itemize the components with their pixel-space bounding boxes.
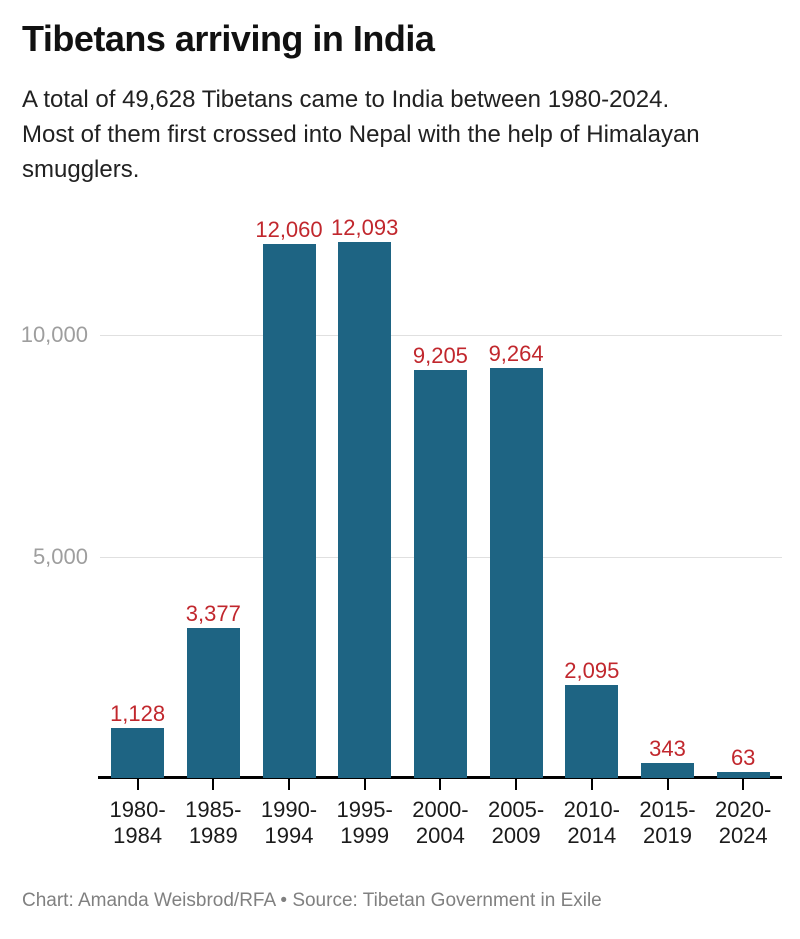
bar	[338, 242, 392, 778]
bar	[186, 628, 240, 778]
x-axis-category-label: 2020- 2024	[715, 797, 772, 848]
bar-value-label: 343	[649, 735, 686, 761]
bar-value-label: 63	[730, 745, 756, 770]
x-axis-category-label: 2005- 2009	[487, 797, 545, 848]
bar	[111, 728, 165, 778]
bar-value-label: 9,264	[488, 340, 544, 366]
subtitle-line: Most of them first crossed into Nepal wi…	[22, 121, 700, 148]
x-axis-category-label: 2000- 2004	[412, 797, 469, 848]
bar	[641, 762, 694, 778]
bar-value-label: 3,377	[185, 601, 241, 627]
chart-title: Tibetans arriving in India	[22, 18, 435, 59]
bar	[489, 367, 543, 778]
y-axis-tick-label: 10,000	[20, 322, 88, 347]
x-axis-tick	[515, 779, 518, 790]
bar	[716, 772, 770, 778]
x-axis-tick	[136, 779, 139, 790]
subtitle-line: smugglers.	[22, 156, 140, 183]
bar-value-label: 12,093	[331, 215, 399, 241]
x-axis-category-label: 1985- 1989	[185, 797, 242, 848]
gridline	[100, 335, 782, 336]
x-axis-category-label: 1980- 1984	[109, 797, 166, 848]
bar	[262, 243, 316, 778]
subtitle-line: A total of 49,628 Tibetans came to India…	[22, 86, 670, 113]
bar-value-label: 9,205	[412, 343, 468, 369]
bar-value-label: 12,060	[255, 216, 323, 242]
y-axis-tick-label: 5,000	[32, 543, 88, 569]
x-axis-category-label: 2015- 2019	[639, 797, 696, 848]
x-axis-tick	[363, 779, 366, 790]
x-axis-tick	[288, 779, 290, 790]
x-axis-tick	[742, 779, 745, 790]
bar-value-label: 1,128	[110, 701, 166, 727]
x-axis-tick	[439, 779, 442, 790]
bar	[565, 685, 619, 778]
chart-credit: Chart: Amanda Weisbrod/RFA • Source: Tib…	[22, 890, 602, 911]
bar	[413, 370, 467, 778]
bar-value-label: 2,095	[564, 658, 620, 684]
x-axis-category-label: 1995- 1999	[336, 797, 393, 848]
x-axis-tick	[666, 779, 669, 790]
chart-subtitle: A total of 49,628 Tibetans came to India…	[22, 82, 700, 187]
x-axis-category-label: 2010- 2014	[563, 797, 620, 848]
x-axis-category-label: 1990- 1994	[260, 797, 318, 848]
x-axis-tick	[590, 779, 593, 790]
x-axis-tick	[212, 779, 215, 790]
